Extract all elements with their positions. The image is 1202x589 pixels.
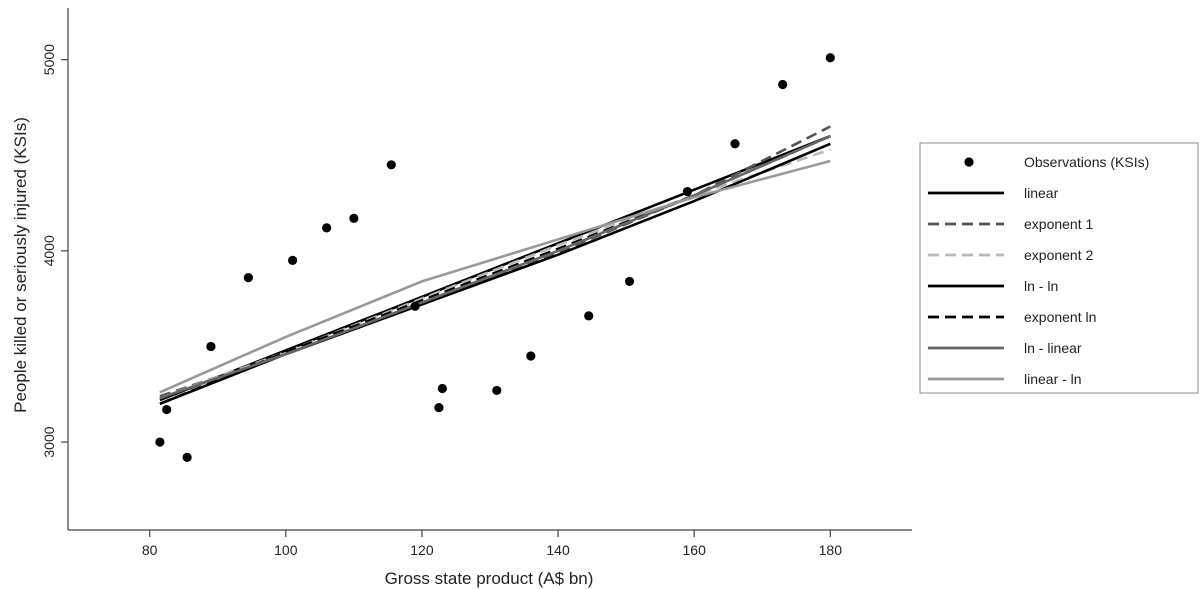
- observation-point: [182, 452, 192, 462]
- y-ticks: 3000 4000 5000: [41, 44, 68, 458]
- x-tick-label: 120: [410, 542, 434, 558]
- x-tick-label: 180: [819, 542, 843, 558]
- x-tick-label: 100: [274, 542, 298, 558]
- observation-point: [778, 79, 788, 90]
- legend-box: [919, 142, 1199, 394]
- legend-label: exponent ln: [1024, 309, 1096, 325]
- observation-point: [492, 385, 502, 396]
- observation-point: [349, 213, 359, 223]
- series-line: [159, 134, 831, 400]
- legend: Observations (KSIs) linear exponent 1 expon…: [919, 142, 1199, 394]
- x-ticks: 80 100 120 140 160 180: [142, 530, 842, 558]
- y-tick-label: 4000: [41, 235, 57, 266]
- series-line: [159, 159, 831, 394]
- observation-point: [386, 160, 396, 170]
- observation-point: [682, 186, 692, 197]
- x-tick-label: 140: [546, 542, 570, 558]
- observation-point: [434, 403, 444, 413]
- observation-point: [206, 341, 216, 352]
- y-tick-label: 3000: [41, 426, 57, 457]
- legend-label: Observations (KSIs): [1024, 154, 1149, 170]
- legend-label: ln - linear: [1024, 340, 1082, 356]
- observation-point: [825, 53, 835, 63]
- observation-point: [624, 276, 635, 287]
- y-tick-label: 5000: [41, 44, 57, 75]
- observation-point: [155, 437, 165, 447]
- observation-point: [526, 351, 536, 361]
- legend-label: exponent 1: [1024, 216, 1093, 232]
- series-lines: [159, 125, 831, 406]
- series-line: [159, 148, 831, 400]
- observation-point: [437, 383, 447, 394]
- legend-label: ln - ln: [1024, 278, 1058, 294]
- observation-point: [288, 255, 298, 265]
- observation-point: [243, 273, 253, 283]
- legend-label: linear: [1024, 185, 1059, 201]
- axes: [67, 8, 912, 531]
- legend-marker: [964, 157, 974, 167]
- x-axis-title: Gross state product (A$ bn): [385, 569, 594, 588]
- x-tick-label: 160: [683, 542, 707, 558]
- observation-point: [322, 223, 332, 233]
- legend-label: linear - ln: [1024, 371, 1082, 387]
- observation-point: [584, 311, 594, 321]
- observation-points: [155, 53, 835, 462]
- y-axis-title: People killed or seriously injured (KSIs…: [11, 117, 30, 413]
- observation-point: [162, 404, 172, 415]
- x-tick-label: 80: [142, 542, 158, 558]
- series-line: [159, 125, 831, 398]
- legend-label: exponent 2: [1024, 247, 1093, 263]
- observation-point: [730, 139, 740, 149]
- observation-point: [410, 301, 420, 311]
